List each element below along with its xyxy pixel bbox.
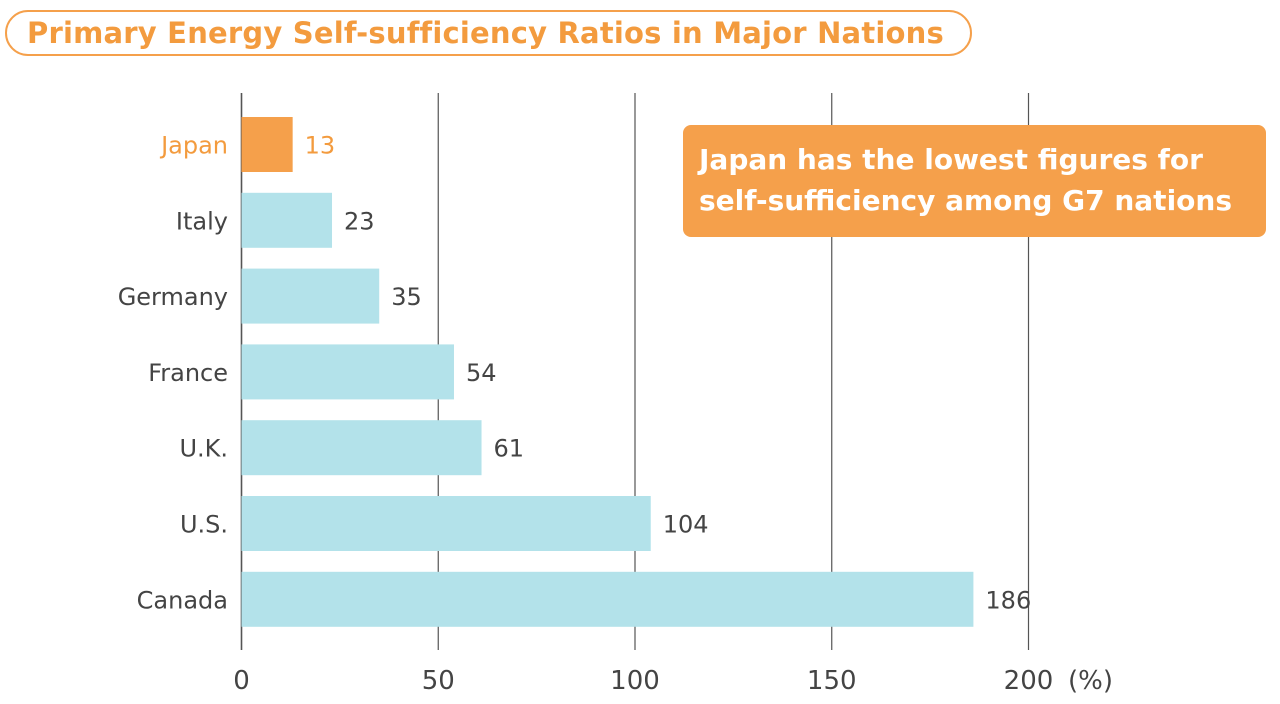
bar bbox=[241, 192, 333, 248]
data-label: 104 bbox=[663, 511, 709, 539]
data-label: 13 bbox=[305, 132, 336, 160]
callout-line-1: Japan has the lowest figures for bbox=[699, 143, 1203, 176]
callout-line-2: self-sufficiency among G7 nations bbox=[699, 184, 1232, 217]
x-tick-label: 50 bbox=[422, 666, 455, 696]
x-tick-label: 200 bbox=[1004, 666, 1054, 696]
bar bbox=[241, 268, 380, 324]
callout-box: Japan has the lowest figures for self-su… bbox=[683, 125, 1266, 237]
data-label: 35 bbox=[391, 283, 422, 311]
category-label: Italy bbox=[176, 207, 228, 235]
bar bbox=[241, 571, 974, 627]
data-label: 186 bbox=[985, 586, 1031, 614]
bar bbox=[241, 496, 651, 551]
bar bbox=[241, 117, 293, 172]
category-label: U.K. bbox=[179, 435, 228, 463]
category-label: Germany bbox=[118, 283, 228, 311]
x-tick-label: 0 bbox=[233, 666, 250, 696]
x-unit-label: (%) bbox=[1068, 666, 1113, 696]
chart-title-frame: Primary Energy Self-sufficiency Ratios i… bbox=[5, 10, 972, 56]
bar bbox=[241, 344, 454, 400]
bar bbox=[241, 420, 482, 476]
x-tick-label: 150 bbox=[807, 666, 857, 696]
x-tick-label: 100 bbox=[610, 666, 660, 696]
category-label: Canada bbox=[137, 586, 228, 614]
category-label: U.S. bbox=[180, 511, 228, 539]
category-label: France bbox=[148, 359, 228, 387]
data-label: 23 bbox=[344, 207, 375, 235]
data-label: 54 bbox=[466, 359, 497, 387]
category-label: Japan bbox=[159, 132, 228, 160]
chart-title: Primary Energy Self-sufficiency Ratios i… bbox=[27, 16, 944, 50]
data-label: 61 bbox=[494, 435, 525, 463]
